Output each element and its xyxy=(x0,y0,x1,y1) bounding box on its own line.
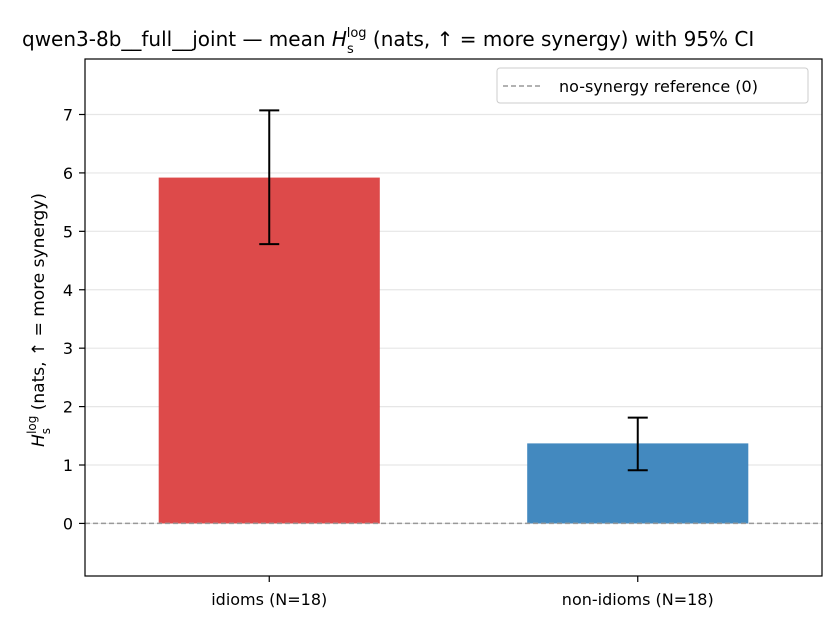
legend-reference-label: no-synergy reference (0) xyxy=(559,77,758,96)
axes-frame xyxy=(84,58,823,577)
error-bars xyxy=(259,109,648,472)
legend: no-synergy reference (0) xyxy=(496,67,809,104)
y-tick-label: 3 xyxy=(63,339,73,358)
y-tick-label: 2 xyxy=(63,398,73,417)
y-axis-label: Hslog (nats, ↑ = more synergy) xyxy=(25,193,53,447)
chart-title: qwen3-8b__full__joint — mean Hslog (nats… xyxy=(22,26,754,57)
x-tick-label: non-idioms (N=18) xyxy=(562,590,714,609)
y-ticks: 0 1 2 3 4 5 6 7 xyxy=(63,105,85,533)
y-tick-label: 4 xyxy=(63,281,73,300)
y-tick-label: 7 xyxy=(63,105,73,124)
bars xyxy=(158,177,749,524)
y-tick-label: 6 xyxy=(63,164,73,183)
y-tick-label: 5 xyxy=(63,222,73,241)
x-ticks: idioms (N=18) non-idioms (N=18) xyxy=(211,576,714,609)
y-tick-label: 0 xyxy=(63,514,73,533)
x-tick-label: idioms (N=18) xyxy=(211,590,327,609)
legend-box xyxy=(496,67,809,104)
y-tick-label: 1 xyxy=(63,456,73,475)
